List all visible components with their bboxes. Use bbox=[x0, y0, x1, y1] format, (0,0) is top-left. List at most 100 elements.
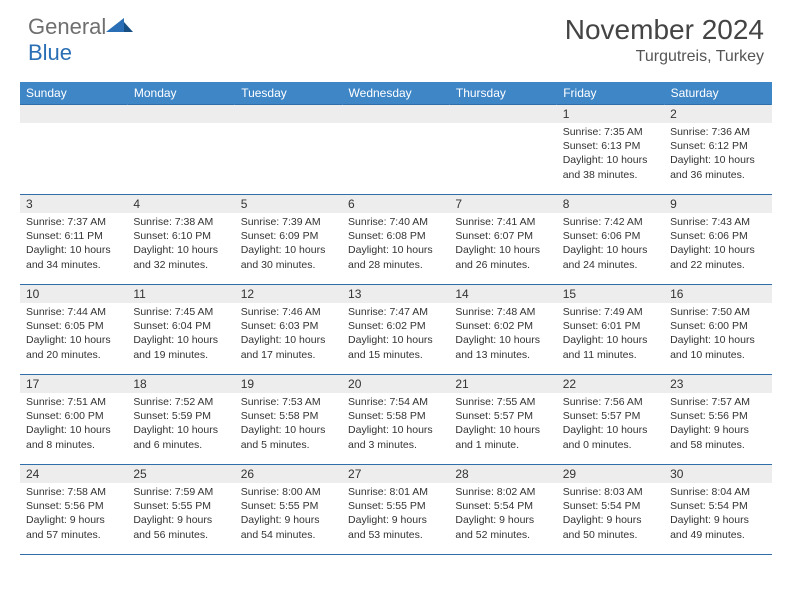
header: General Blue November 2024 Turgutreis, T… bbox=[0, 0, 792, 72]
day-body: Sunrise: 7:36 AMSunset: 6:12 PMDaylight:… bbox=[664, 123, 771, 186]
day-body: Sunrise: 7:35 AMSunset: 6:13 PMDaylight:… bbox=[557, 123, 664, 186]
daylight-text: Daylight: 10 hours and 1 minute. bbox=[455, 423, 550, 451]
month-title: November 2024 bbox=[565, 14, 764, 46]
brand-part1: General bbox=[28, 14, 106, 39]
sunset-text: Sunset: 5:58 PM bbox=[348, 409, 443, 423]
day-number: 25 bbox=[127, 465, 234, 483]
calendar-cell: 22Sunrise: 7:56 AMSunset: 5:57 PMDayligh… bbox=[557, 375, 664, 465]
sunrise-text: Sunrise: 8:03 AM bbox=[563, 485, 658, 499]
sunrise-text: Sunrise: 7:55 AM bbox=[455, 395, 550, 409]
day-body: Sunrise: 7:46 AMSunset: 6:03 PMDaylight:… bbox=[235, 303, 342, 366]
sunset-text: Sunset: 6:08 PM bbox=[348, 229, 443, 243]
day-body: Sunrise: 7:44 AMSunset: 6:05 PMDaylight:… bbox=[20, 303, 127, 366]
weekday-header-row: Sunday Monday Tuesday Wednesday Thursday… bbox=[20, 82, 772, 105]
weekday-header: Tuesday bbox=[235, 82, 342, 105]
daylight-text: Daylight: 10 hours and 30 minutes. bbox=[241, 243, 336, 271]
calendar-cell: 5Sunrise: 7:39 AMSunset: 6:09 PMDaylight… bbox=[235, 195, 342, 285]
daylight-text: Daylight: 10 hours and 11 minutes. bbox=[563, 333, 658, 361]
day-number: 14 bbox=[449, 285, 556, 303]
weekday-header: Friday bbox=[557, 82, 664, 105]
calendar-cell: 25Sunrise: 7:59 AMSunset: 5:55 PMDayligh… bbox=[127, 465, 234, 555]
daylight-text: Daylight: 10 hours and 10 minutes. bbox=[670, 333, 765, 361]
daylight-text: Daylight: 10 hours and 36 minutes. bbox=[670, 153, 765, 181]
day-number: 9 bbox=[664, 195, 771, 213]
weekday-header: Monday bbox=[127, 82, 234, 105]
day-number bbox=[342, 105, 449, 123]
sunrise-text: Sunrise: 7:44 AM bbox=[26, 305, 121, 319]
day-number: 8 bbox=[557, 195, 664, 213]
calendar-cell: 14Sunrise: 7:48 AMSunset: 6:02 PMDayligh… bbox=[449, 285, 556, 375]
brand-logo: General Blue bbox=[28, 14, 134, 66]
day-number: 10 bbox=[20, 285, 127, 303]
day-number: 19 bbox=[235, 375, 342, 393]
daylight-text: Daylight: 10 hours and 24 minutes. bbox=[563, 243, 658, 271]
day-body: Sunrise: 7:41 AMSunset: 6:07 PMDaylight:… bbox=[449, 213, 556, 276]
calendar-cell: 7Sunrise: 7:41 AMSunset: 6:07 PMDaylight… bbox=[449, 195, 556, 285]
sunset-text: Sunset: 6:13 PM bbox=[563, 139, 658, 153]
day-body: Sunrise: 7:52 AMSunset: 5:59 PMDaylight:… bbox=[127, 393, 234, 456]
calendar-cell: 1Sunrise: 7:35 AMSunset: 6:13 PMDaylight… bbox=[557, 105, 664, 195]
day-number: 27 bbox=[342, 465, 449, 483]
day-body: Sunrise: 7:50 AMSunset: 6:00 PMDaylight:… bbox=[664, 303, 771, 366]
daylight-text: Daylight: 10 hours and 0 minutes. bbox=[563, 423, 658, 451]
sunset-text: Sunset: 6:10 PM bbox=[133, 229, 228, 243]
weekday-header: Thursday bbox=[449, 82, 556, 105]
daylight-text: Daylight: 9 hours and 56 minutes. bbox=[133, 513, 228, 541]
calendar-table: Sunday Monday Tuesday Wednesday Thursday… bbox=[20, 82, 772, 555]
sunset-text: Sunset: 6:01 PM bbox=[563, 319, 658, 333]
calendar-row: 3Sunrise: 7:37 AMSunset: 6:11 PMDaylight… bbox=[20, 195, 772, 285]
sunrise-text: Sunrise: 7:48 AM bbox=[455, 305, 550, 319]
sunrise-text: Sunrise: 7:42 AM bbox=[563, 215, 658, 229]
sunset-text: Sunset: 6:07 PM bbox=[455, 229, 550, 243]
day-body: Sunrise: 7:39 AMSunset: 6:09 PMDaylight:… bbox=[235, 213, 342, 276]
day-body: Sunrise: 7:42 AMSunset: 6:06 PMDaylight:… bbox=[557, 213, 664, 276]
calendar-cell: 9Sunrise: 7:43 AMSunset: 6:06 PMDaylight… bbox=[664, 195, 771, 285]
day-body: Sunrise: 7:51 AMSunset: 6:00 PMDaylight:… bbox=[20, 393, 127, 456]
day-body bbox=[127, 123, 234, 129]
day-number bbox=[20, 105, 127, 123]
day-body: Sunrise: 7:55 AMSunset: 5:57 PMDaylight:… bbox=[449, 393, 556, 456]
weekday-header: Sunday bbox=[20, 82, 127, 105]
day-body bbox=[20, 123, 127, 129]
brand-text: General Blue bbox=[28, 14, 134, 66]
sunrise-text: Sunrise: 8:04 AM bbox=[670, 485, 765, 499]
sunset-text: Sunset: 6:00 PM bbox=[26, 409, 121, 423]
calendar-cell: 17Sunrise: 7:51 AMSunset: 6:00 PMDayligh… bbox=[20, 375, 127, 465]
calendar-cell: 3Sunrise: 7:37 AMSunset: 6:11 PMDaylight… bbox=[20, 195, 127, 285]
daylight-text: Daylight: 10 hours and 3 minutes. bbox=[348, 423, 443, 451]
sunrise-text: Sunrise: 7:39 AM bbox=[241, 215, 336, 229]
sunset-text: Sunset: 6:06 PM bbox=[670, 229, 765, 243]
day-number bbox=[449, 105, 556, 123]
sunset-text: Sunset: 6:11 PM bbox=[26, 229, 121, 243]
daylight-text: Daylight: 10 hours and 26 minutes. bbox=[455, 243, 550, 271]
day-number: 6 bbox=[342, 195, 449, 213]
calendar-cell: 11Sunrise: 7:45 AMSunset: 6:04 PMDayligh… bbox=[127, 285, 234, 375]
sunrise-text: Sunrise: 7:50 AM bbox=[670, 305, 765, 319]
weekday-header: Wednesday bbox=[342, 82, 449, 105]
sunset-text: Sunset: 6:09 PM bbox=[241, 229, 336, 243]
daylight-text: Daylight: 9 hours and 52 minutes. bbox=[455, 513, 550, 541]
daylight-text: Daylight: 9 hours and 50 minutes. bbox=[563, 513, 658, 541]
daylight-text: Daylight: 10 hours and 15 minutes. bbox=[348, 333, 443, 361]
sunset-text: Sunset: 6:05 PM bbox=[26, 319, 121, 333]
day-number: 30 bbox=[664, 465, 771, 483]
calendar-cell: 15Sunrise: 7:49 AMSunset: 6:01 PMDayligh… bbox=[557, 285, 664, 375]
sunrise-text: Sunrise: 7:53 AM bbox=[241, 395, 336, 409]
day-number: 3 bbox=[20, 195, 127, 213]
day-body: Sunrise: 7:49 AMSunset: 6:01 PMDaylight:… bbox=[557, 303, 664, 366]
sunset-text: Sunset: 6:02 PM bbox=[348, 319, 443, 333]
sunrise-text: Sunrise: 7:49 AM bbox=[563, 305, 658, 319]
brand-part2: Blue bbox=[28, 40, 72, 65]
sunrise-text: Sunrise: 7:35 AM bbox=[563, 125, 658, 139]
sunrise-text: Sunrise: 7:45 AM bbox=[133, 305, 228, 319]
sunrise-text: Sunrise: 7:40 AM bbox=[348, 215, 443, 229]
day-body: Sunrise: 8:03 AMSunset: 5:54 PMDaylight:… bbox=[557, 483, 664, 546]
calendar-cell: 13Sunrise: 7:47 AMSunset: 6:02 PMDayligh… bbox=[342, 285, 449, 375]
day-number: 26 bbox=[235, 465, 342, 483]
day-body bbox=[449, 123, 556, 129]
sunset-text: Sunset: 6:00 PM bbox=[670, 319, 765, 333]
calendar-cell: 21Sunrise: 7:55 AMSunset: 5:57 PMDayligh… bbox=[449, 375, 556, 465]
sunrise-text: Sunrise: 8:00 AM bbox=[241, 485, 336, 499]
sunrise-text: Sunrise: 8:01 AM bbox=[348, 485, 443, 499]
calendar-cell: 20Sunrise: 7:54 AMSunset: 5:58 PMDayligh… bbox=[342, 375, 449, 465]
